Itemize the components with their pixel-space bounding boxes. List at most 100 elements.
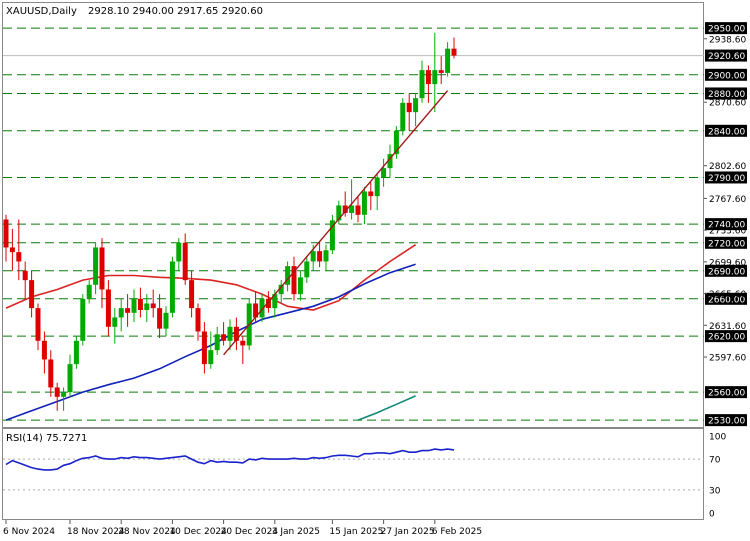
- candle-body: [451, 48, 457, 56]
- candle-body: [310, 251, 316, 262]
- level-label: 2690.00: [708, 267, 745, 277]
- ma-slow-line: [357, 395, 416, 421]
- price-tick-label: 2699.60: [709, 258, 746, 268]
- date-label: 6 Feb 2025: [432, 527, 482, 537]
- date-label: 10 Dec 2024: [169, 527, 227, 537]
- candle-body: [297, 277, 303, 295]
- rsi-tick-label: 30: [709, 486, 721, 496]
- candle-body: [208, 350, 214, 365]
- candle-body: [16, 252, 22, 262]
- candle-body: [425, 70, 431, 85]
- price-tick-label: 2938.60: [709, 35, 746, 45]
- trendline: [223, 90, 449, 356]
- price-tick-label: 2870.60: [709, 99, 746, 109]
- candle-body: [189, 280, 195, 309]
- candle-body: [67, 364, 73, 393]
- candle-body: [118, 308, 124, 318]
- date-label: 28 Nov 2024: [118, 527, 176, 537]
- chart-symbol: XAUUSD,Daily: [6, 6, 77, 17]
- date-label: 6 Nov 2024: [3, 527, 55, 537]
- candle-body: [176, 242, 182, 262]
- level-label-bg: [705, 68, 747, 81]
- candle-body: [349, 205, 355, 213]
- candle-body: [163, 312, 169, 329]
- level-label-bg: [705, 414, 747, 427]
- candle-body: [22, 270, 28, 281]
- candle-body: [323, 250, 329, 262]
- candle-body: [41, 340, 47, 360]
- candle-body: [125, 308, 131, 313]
- level-label-bg: [705, 386, 747, 399]
- candle-body: [361, 191, 367, 215]
- candle-body: [150, 303, 156, 309]
- date-label: 27 Jan 2025: [381, 527, 435, 537]
- candle-body: [35, 308, 41, 341]
- level-label-bg: [705, 171, 747, 184]
- rsi-panel-frame: [2, 428, 704, 520]
- rsi-tick-label: 100: [709, 433, 726, 443]
- level-label: 2950.00: [708, 25, 745, 35]
- rsi-header: RSI(14) 75.7271: [6, 433, 87, 444]
- candle-body: [131, 298, 137, 313]
- candle-body: [99, 247, 105, 290]
- candle-body: [29, 280, 35, 309]
- candle-body: [285, 266, 291, 285]
- rsi-tick-label: 0: [709, 510, 715, 520]
- candle-body: [259, 298, 265, 318]
- candle-body: [374, 177, 380, 197]
- candle-body: [317, 251, 323, 262]
- chart-ohlc: 2928.10 2940.00 2917.65 2920.60: [88, 6, 263, 17]
- candle-body: [227, 326, 233, 341]
- candle-body: [272, 294, 278, 309]
- candle-body: [73, 340, 79, 365]
- candle-body: [93, 247, 99, 285]
- candle-body: [240, 340, 246, 346]
- candle-body: [265, 298, 271, 309]
- level-label-bg: [705, 330, 747, 343]
- candle-body: [253, 303, 259, 318]
- level-label: 2880.00: [708, 90, 745, 100]
- candle-body: [86, 284, 92, 299]
- level-label: 2740.00: [708, 221, 745, 231]
- level-label-bg: [705, 22, 747, 35]
- candle-body: [214, 334, 220, 351]
- level-label-bg: [705, 292, 747, 305]
- rsi-tick-label: 70: [709, 456, 721, 466]
- candle-body: [278, 284, 284, 295]
- date-label: 3 Jan 2025: [272, 527, 320, 537]
- price-tick-label: 2631.60: [709, 322, 746, 332]
- candle-body: [221, 334, 227, 341]
- level-label: 2530.00: [708, 417, 745, 427]
- level-label-bg: [705, 87, 747, 100]
- level-label: 2790.00: [708, 174, 745, 184]
- candle-body: [329, 220, 335, 251]
- candle-body: [393, 130, 399, 155]
- level-label: 2840.00: [708, 127, 745, 137]
- price-tick-label: 2733.60: [709, 227, 746, 237]
- main-panel-frame: [2, 2, 704, 428]
- price-tick-label: 2802.60: [709, 162, 746, 172]
- candle-body: [419, 70, 425, 99]
- level-label: 2660.00: [708, 295, 745, 305]
- candle-body: [182, 242, 188, 281]
- price-tick-label: 2597.60: [709, 354, 746, 364]
- candle-body: [432, 70, 438, 85]
- level-label-bg: [705, 264, 747, 277]
- candle-body: [105, 289, 111, 327]
- candle-body: [355, 205, 361, 215]
- candle-body: [438, 70, 444, 73]
- level-label: 2560.00: [708, 389, 745, 399]
- candle-body: [336, 205, 342, 221]
- ma-fast-line: [5, 244, 417, 311]
- level-label-bg: [705, 124, 747, 137]
- candle-body: [368, 191, 374, 197]
- candle-body: [61, 392, 67, 397]
- candle-body: [233, 326, 239, 341]
- candle-body: [112, 317, 118, 327]
- candle-body: [413, 98, 419, 113]
- current-price-label-bg: [705, 49, 747, 62]
- level-label: 2720.00: [708, 239, 745, 249]
- candle-body: [400, 102, 406, 131]
- level-label-bg: [705, 236, 747, 249]
